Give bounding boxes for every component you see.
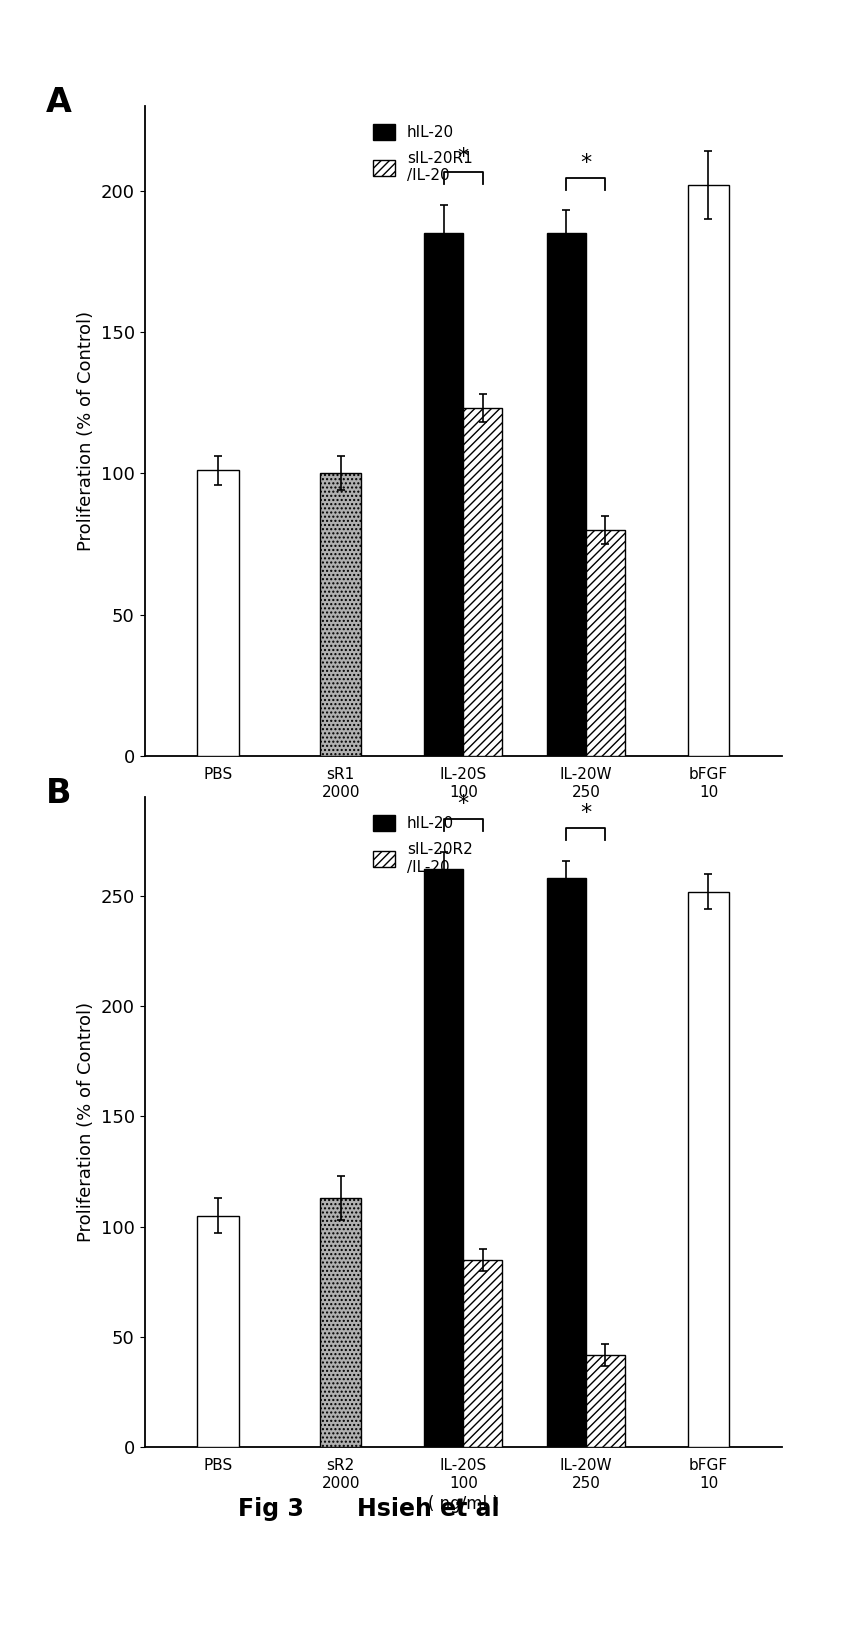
Bar	[547, 233, 586, 756]
Bar	[688, 185, 729, 756]
Bar	[424, 870, 463, 1447]
Bar	[688, 891, 729, 1447]
Bar	[197, 470, 239, 756]
Bar	[320, 473, 361, 756]
Text: *: *	[581, 803, 592, 823]
Text: Fig 3: Fig 3	[238, 1498, 304, 1520]
Bar	[547, 878, 586, 1447]
Text: *: *	[457, 146, 469, 167]
Y-axis label: Proliferation (% of Control): Proliferation (% of Control)	[77, 311, 95, 551]
Bar	[463, 408, 502, 756]
Bar	[197, 1216, 239, 1447]
Text: Hsieh et al: Hsieh et al	[357, 1498, 500, 1520]
Bar	[320, 1198, 361, 1447]
Legend: hIL-20, sIL-20R2
/IL-20: hIL-20, sIL-20R2 /IL-20	[369, 811, 478, 880]
Text: *: *	[457, 793, 469, 815]
X-axis label: ( ng/ml ): ( ng/ml )	[428, 805, 499, 823]
Bar	[586, 530, 625, 756]
Y-axis label: Proliferation (% of Control): Proliferation (% of Control)	[77, 1002, 95, 1242]
X-axis label: ( ng/ml ): ( ng/ml )	[428, 1496, 499, 1514]
Text: A: A	[46, 86, 71, 119]
Legend: hIL-20, sIL-20R1
/IL-20: hIL-20, sIL-20R1 /IL-20	[369, 120, 478, 189]
Text: *: *	[581, 153, 592, 172]
Bar	[586, 1354, 625, 1447]
Bar	[463, 1260, 502, 1447]
Bar	[424, 233, 463, 756]
Text: B: B	[46, 777, 71, 810]
